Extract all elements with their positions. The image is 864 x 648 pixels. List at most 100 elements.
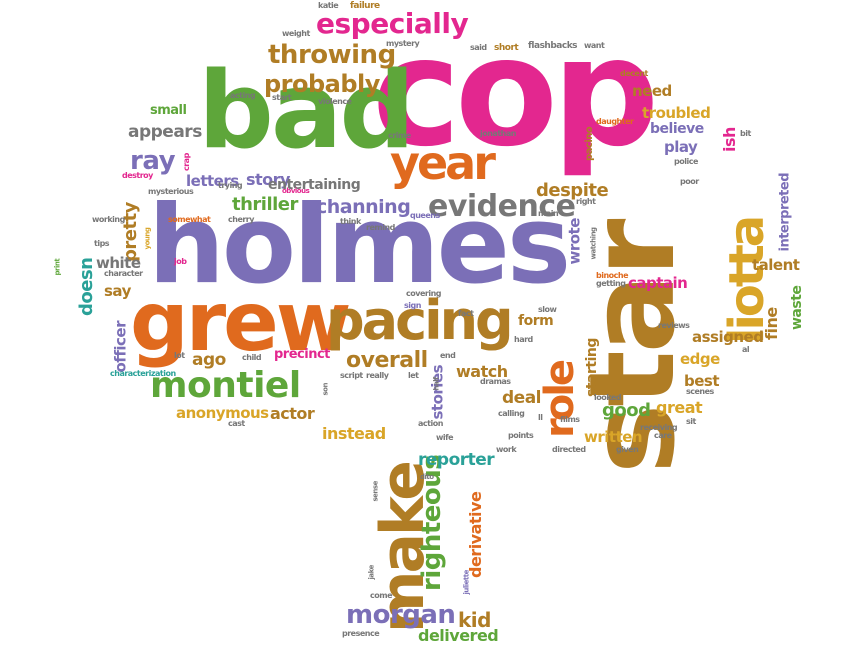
word-pacing: pacing <box>326 289 514 352</box>
word-fine: fine <box>762 307 781 340</box>
word-letters: letters <box>186 172 239 190</box>
word-hard: hard <box>514 335 533 344</box>
word-looked: looked <box>594 393 622 402</box>
word-lot: lot <box>174 351 185 360</box>
word-play: play <box>664 138 698 156</box>
word-short: short <box>494 43 519 53</box>
word-covering: covering <box>406 289 442 298</box>
word-cherry: cherry <box>228 215 254 224</box>
word-main: main <box>538 209 559 218</box>
word-officer: officer <box>111 321 130 373</box>
word-montiel: montiel <box>150 365 301 406</box>
word-cast: cast <box>228 419 245 428</box>
word-trying: trying <box>218 181 243 190</box>
word-crime: crime <box>388 131 411 140</box>
word-anonymous: anonymous <box>176 404 269 422</box>
word-waste: waste <box>789 285 805 330</box>
word-appears: appears <box>128 122 202 142</box>
word-dito: dito <box>420 473 434 481</box>
word-ago: ago <box>192 350 226 370</box>
word-job: job <box>174 257 187 266</box>
word-slow: slow <box>538 305 557 314</box>
word-care: care <box>654 431 672 440</box>
word-juliette: juliette <box>462 570 471 595</box>
word-dramas: dramas <box>480 377 511 386</box>
word-ish: ish <box>720 127 739 152</box>
word-let: let <box>408 371 419 380</box>
word-katie: katie <box>318 1 339 10</box>
word-written: written <box>584 428 643 446</box>
word-half: half <box>432 377 441 391</box>
word-fact: fact <box>458 309 474 318</box>
word-directed: directed <box>552 445 586 454</box>
word-tips: tips <box>94 239 110 248</box>
word-flashbacks: flashbacks <box>528 41 578 51</box>
word-grew: grew <box>130 275 352 370</box>
word-films: films <box>560 415 580 424</box>
word-decent: decent <box>620 69 648 78</box>
word-channing: channing <box>316 196 411 218</box>
word-characterization: characterization <box>110 369 176 378</box>
word-work: work <box>496 445 517 454</box>
word-jonathan: jonathan <box>480 129 516 138</box>
word-sign: sign <box>404 301 421 310</box>
word-overall: overall <box>346 348 428 373</box>
word-watching: watching <box>589 227 598 260</box>
word-child: child <box>242 353 262 362</box>
word-doesn: doesn <box>76 257 97 317</box>
word-reviews: reviews <box>658 321 690 330</box>
word-wrote: wrote <box>565 218 584 265</box>
word-pacino: pacino <box>584 126 595 161</box>
word-thriller: thriller <box>232 194 298 215</box>
word-form: form <box>518 313 554 329</box>
word-believe: believe <box>650 121 704 137</box>
word-somewhat: somewhat <box>168 215 211 224</box>
word-come: come <box>370 591 393 600</box>
word-actor: actor <box>270 404 315 423</box>
word-acting: acting <box>230 91 256 100</box>
word-remind: remind <box>366 223 395 232</box>
word-binoche: binoche <box>596 271 629 280</box>
word-obvious: obvious <box>282 187 310 195</box>
word-story: story <box>246 170 290 189</box>
word-sense: sense <box>371 481 380 502</box>
word-say: say <box>104 282 131 300</box>
word-holmes: holmes <box>148 183 571 308</box>
word-presence: presence <box>342 629 380 638</box>
word-failure: failure <box>350 1 380 11</box>
word-son: son <box>321 383 330 396</box>
word-al: al <box>742 345 750 354</box>
word-ll: ll <box>538 413 543 422</box>
word-year: year <box>390 136 496 190</box>
word-destroy: destroy <box>122 171 153 180</box>
word-jake: jake <box>367 565 376 580</box>
word-calling: calling <box>498 409 525 418</box>
word-instead: instead <box>322 424 386 443</box>
word-bit: bit <box>740 129 751 138</box>
word-points: points <box>508 431 534 440</box>
word-violence: violence <box>318 97 352 106</box>
word-daughter: daughter <box>596 117 634 126</box>
word-troubled: troubled <box>642 104 711 122</box>
word-end: end <box>440 351 456 360</box>
word-given: given <box>616 445 639 454</box>
word-really: really <box>366 371 389 380</box>
word-righteous: righteous <box>417 454 447 591</box>
word-deal: deal <box>502 388 542 408</box>
word-receiving: receiving <box>640 423 678 432</box>
word-kid: kid <box>458 608 491 632</box>
word-captain: captain <box>628 274 688 292</box>
word-getting: getting <box>596 279 626 288</box>
word-cop: cop <box>372 6 659 180</box>
word-police: police <box>674 157 698 166</box>
word-sit: sit <box>686 417 696 426</box>
word-mystery: mystery <box>386 39 420 48</box>
word-weight: weight <box>282 29 310 38</box>
word-ray: ray <box>130 146 176 176</box>
word-poor: poor <box>680 177 699 186</box>
word-right: right <box>576 197 596 206</box>
word-script: script <box>340 371 363 380</box>
word-especially: especially <box>316 7 469 40</box>
word-despite: despite <box>536 180 609 201</box>
